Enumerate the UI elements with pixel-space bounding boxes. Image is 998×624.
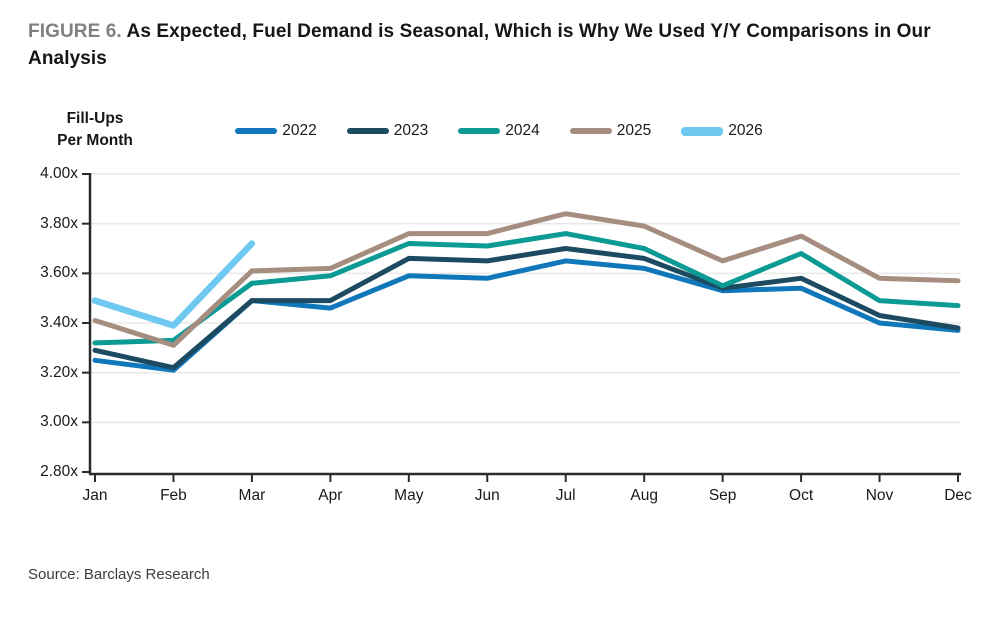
x-axis-tick-label: Apr (318, 487, 343, 504)
y-axis-tick-label: 3.00x (40, 413, 78, 431)
series-line-2023 (92, 246, 961, 371)
x-axis-tick-label: Nov (865, 487, 894, 504)
series-line-2022 (92, 258, 961, 373)
x-axis-tick-label: Jun (474, 487, 500, 504)
legend-item-2026: 2026 (681, 122, 763, 140)
figure-title-text: As Expected, Fuel Demand is Seasonal, Wh… (28, 21, 931, 69)
y-axis-tick-label: 4.00x (40, 165, 78, 182)
legend-label-2023: 2023 (393, 122, 429, 139)
series-line-2025 (92, 211, 961, 348)
legend-swatch-2024 (458, 128, 501, 134)
series-line-2026 (91, 240, 256, 329)
legend-label-2025: 2025 (616, 122, 652, 139)
y-axis-tick-label: 3.60x (40, 264, 78, 282)
legend-label-2026: 2026 (728, 122, 763, 139)
x-axis-tick-label: Jul (555, 487, 576, 504)
y-axis-tick-label: 2.80x (40, 463, 78, 480)
x-axis-tick-label: Aug (630, 487, 658, 504)
x-axis-tick-label: May (394, 487, 424, 504)
chart-legend: 2022 2023 2024 2025 2026 (0, 118, 998, 144)
legend-swatch-2022 (235, 128, 278, 134)
y-axis-tick-label: 3.40x (40, 314, 78, 331)
x-axis-tick-label: Feb (160, 487, 187, 504)
legend-swatch-2023 (346, 128, 389, 134)
x-axis-tick-label: Oct (789, 487, 814, 504)
legend-item-2022: 2022 (235, 122, 317, 140)
legend-label-2022: 2022 (282, 122, 317, 139)
legend-swatch-2025 (569, 128, 612, 134)
source-text: Source: Barclays Research (28, 566, 210, 583)
legend-item-2024: 2024 (458, 122, 540, 140)
legend-swatch-2026 (681, 126, 724, 136)
series-line-2024 (92, 231, 961, 346)
legend-item-2023: 2023 (346, 122, 429, 140)
x-axis-tick-label: Dec (944, 487, 972, 504)
x-axis-tick-label: Mar (238, 487, 266, 504)
y-axis-tick-label: 3.80x (40, 214, 78, 232)
x-axis-tick-label: Jan (82, 487, 108, 504)
x-axis-tick-label: Sep (708, 487, 737, 504)
figure-title: FIGURE 6. As Expected, Fuel Demand is Se… (28, 18, 980, 72)
y-axis-tick-label: 3.20x (40, 363, 78, 381)
figure-number-label: FIGURE 6. (28, 21, 122, 42)
legend-item-2025: 2025 (569, 122, 652, 140)
y-axis-title: Fill-Ups Per Month (57, 110, 133, 149)
legend-label-2024: 2024 (505, 122, 540, 139)
